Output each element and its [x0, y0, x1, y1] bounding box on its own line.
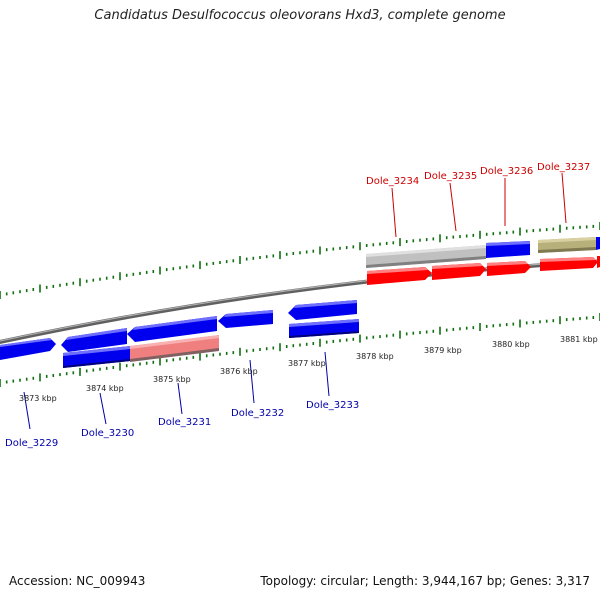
gene-label-dole-3229[interactable]: Dole_3229	[5, 438, 58, 449]
leader-dole-3229	[23, 391, 31, 430]
feature-dole-3236-blue[interactable]	[486, 241, 530, 258]
gene-dole-3233[interactable]	[288, 300, 357, 320]
leader-dole-3237	[561, 172, 567, 224]
gene-label-dole-3234[interactable]: Dole_3234	[366, 176, 419, 187]
gene-label-dole-3232[interactable]: Dole_3232	[231, 408, 284, 419]
leader-dole-3233	[324, 351, 330, 397]
gene-dole-3231[interactable]	[127, 316, 217, 342]
feature-dole-3237-olive[interactable]	[538, 237, 596, 253]
gene-dole-3230[interactable]	[61, 328, 127, 352]
leader-dole-3234	[391, 187, 397, 238]
leader-dole-3232	[249, 359, 255, 404]
gene-label-dole-3236[interactable]: Dole_3236	[480, 166, 533, 177]
gene-label-dole-3231[interactable]: Dole_3231	[158, 417, 211, 428]
scale-label: 3878 kbp	[356, 352, 394, 361]
gene-label-dole-3237[interactable]: Dole_3237	[537, 162, 590, 173]
gene-dole-3237[interactable]	[540, 257, 598, 271]
gene-dole-3234[interactable]	[367, 267, 432, 285]
gene-label-dole-3233[interactable]: Dole_3233	[306, 400, 359, 411]
scale-label: 3880 kbp	[492, 340, 530, 349]
upper-tick-track	[0, 222, 600, 299]
feature-dole-3234-grey[interactable]	[366, 245, 486, 268]
gene-dole-3235[interactable]	[432, 263, 486, 280]
scale-label: 3879 kbp	[424, 346, 462, 355]
scale-label: 3875 kbp	[153, 375, 191, 384]
feature-dole-3238-blue-edge[interactable]	[596, 237, 600, 250]
leader-dole-3235	[449, 182, 457, 232]
leader-dole-3231	[177, 382, 183, 415]
scale-label: 3873 kbp	[19, 394, 57, 403]
genome-title: Candidatus Desulfococcus oleovorans Hxd3…	[94, 8, 506, 23]
gene-dole-3233-lower[interactable]	[289, 319, 359, 338]
gene-dole-3231-highlight[interactable]	[130, 335, 219, 362]
accession-text: Accession: NC_009943	[9, 574, 146, 588]
scale-label: 3876 kbp	[220, 367, 258, 376]
scale-label: 3877 kbp	[288, 359, 326, 368]
gene-dole-3232[interactable]	[218, 310, 273, 328]
gene-label-dole-3235[interactable]: Dole_3235	[424, 171, 477, 182]
gene-dole-3236[interactable]	[487, 261, 531, 276]
leader-dole-3230	[99, 392, 107, 425]
lower-tick-track	[0, 313, 600, 387]
gene-label-leaders	[23, 172, 567, 430]
genome-summary-text: Topology: circular; Length: 3,944,167 bp…	[260, 574, 590, 588]
scale-label: 3874 kbp	[86, 384, 124, 393]
scale-label: 3881 kbp	[560, 335, 598, 344]
gene-dole-3238-edge[interactable]	[597, 256, 600, 268]
gene-label-dole-3230[interactable]: Dole_3230	[81, 428, 134, 439]
gene-dole-3230-lower[interactable]	[63, 346, 130, 368]
gene-dole-3229[interactable]	[0, 338, 56, 360]
